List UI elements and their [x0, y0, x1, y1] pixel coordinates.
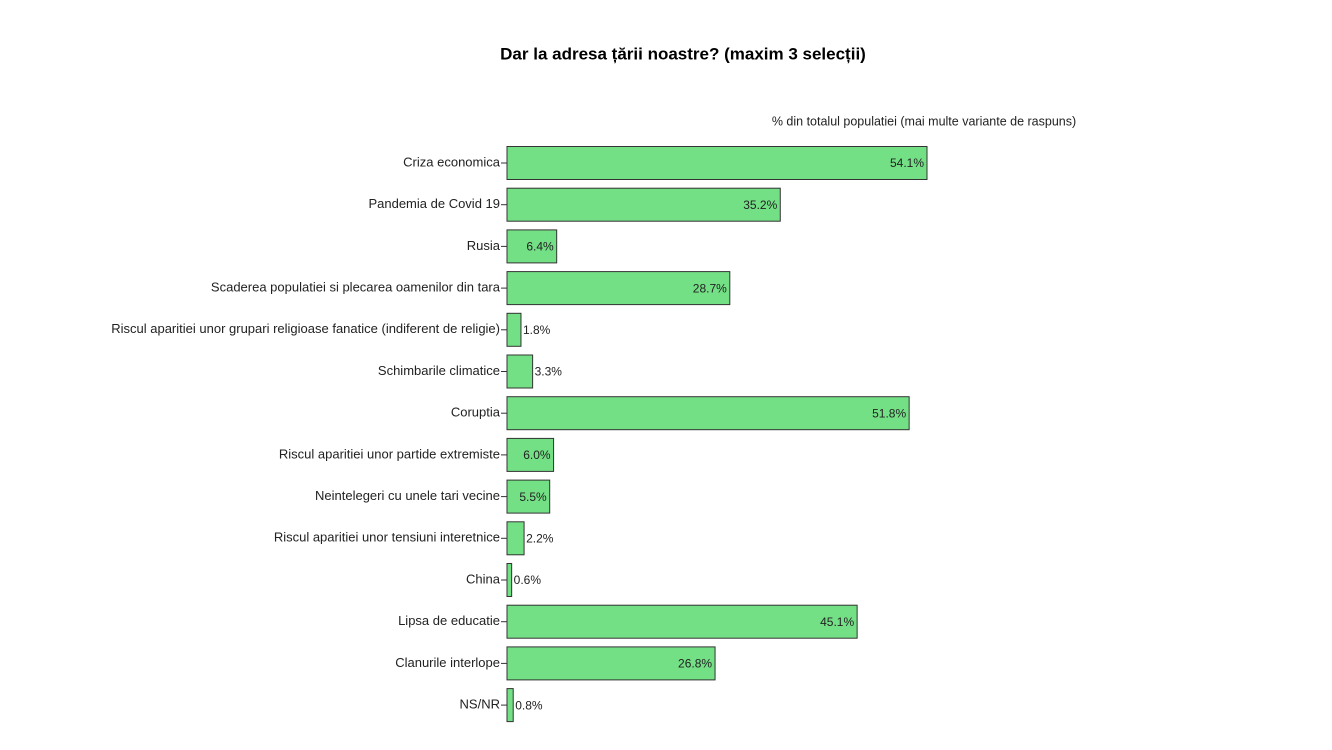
bar [506, 437, 555, 472]
category-label: Lipsa de educatie [398, 613, 500, 628]
bar [506, 312, 522, 347]
category-label: Criza economica [403, 154, 501, 169]
bar [506, 396, 910, 431]
value-label: 28.7% [693, 281, 727, 295]
value-label: 35.2% [743, 198, 777, 212]
value-label: 54.1% [890, 156, 924, 170]
category-label: NS/NR [460, 697, 500, 712]
value-label: 1.8% [523, 323, 551, 337]
category-label: Riscul aparitiei unor partide extremiste [279, 446, 500, 461]
value-label: 26.8% [678, 657, 712, 671]
category-label: China [466, 571, 501, 586]
value-label: 6.0% [523, 448, 551, 462]
value-label: 5.5% [519, 490, 547, 504]
bar [506, 146, 928, 180]
category-label: Schimbarile climatice [378, 363, 500, 378]
category-label: Scaderea populatiei si plecarea oamenilo… [211, 280, 501, 295]
value-label: 6.4% [526, 240, 554, 254]
bar [506, 271, 731, 306]
value-label: 2.2% [526, 531, 554, 545]
category-label: Neintelegeri cu unele tari vecine [315, 488, 500, 503]
bar [506, 646, 716, 681]
bar [506, 187, 781, 222]
chart-title: Dar la adresa țării noastre? (maxim 3 se… [500, 44, 866, 63]
bar [506, 479, 551, 514]
value-label: 51.8% [872, 406, 906, 420]
bar [506, 229, 558, 264]
value-label: 0.6% [514, 573, 542, 587]
value-label: 45.1% [820, 615, 854, 629]
value-label: 3.3% [535, 365, 563, 379]
chart-subtitle: % din totalul populatiei (mai multe vari… [772, 114, 1076, 128]
category-label: Coruptia [451, 405, 501, 420]
bar [506, 688, 514, 723]
category-label: Rusia [467, 238, 501, 253]
bar [506, 604, 858, 639]
bar [506, 521, 525, 556]
category-label: Riscul aparitiei unor tensiuni interetni… [274, 530, 500, 545]
category-label: Riscul aparitiei unor grupari religioase… [111, 321, 500, 336]
bar [506, 354, 534, 389]
bar [506, 563, 513, 597]
category-label: Pandemia de Covid 19 [368, 196, 500, 211]
category-label: Clanurile interlope [395, 655, 500, 670]
value-label: 0.8% [515, 698, 543, 712]
